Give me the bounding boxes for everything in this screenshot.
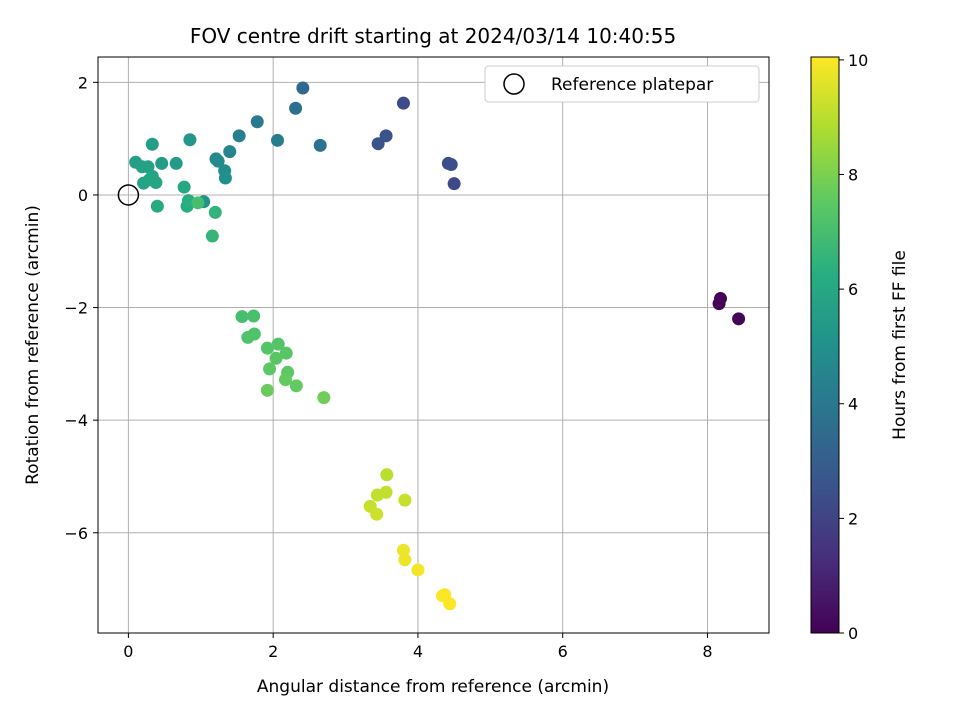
data-point (278, 373, 292, 387)
x-tick-label: 4 (413, 642, 423, 661)
data-point (271, 133, 285, 147)
data-point (263, 362, 277, 376)
data-point (218, 171, 232, 185)
legend-marker-open-circle (503, 73, 525, 95)
legend-box (484, 65, 760, 103)
data-point (247, 309, 261, 323)
data-point (269, 351, 283, 365)
y-tick-label: 2 (78, 73, 88, 92)
data-point (447, 177, 461, 191)
chart-title: FOV centre drift starting at 2024/03/14 … (190, 24, 676, 48)
x-tick-label: 6 (558, 642, 568, 661)
y-tick-label: 0 (78, 186, 88, 205)
data-point (211, 154, 225, 168)
data-point (396, 543, 410, 557)
data-point (289, 101, 303, 115)
legend: Reference platepar (484, 65, 760, 103)
colorbar-tick-label: 10 (848, 51, 868, 70)
y-tick-label: −4 (64, 411, 88, 430)
colorbar-tick-label: 6 (848, 280, 858, 299)
data-point (208, 205, 222, 219)
data-point (279, 346, 293, 360)
data-point (183, 133, 197, 147)
colorbar-gradient (810, 56, 840, 634)
data-point (443, 597, 457, 611)
data-point (411, 563, 425, 577)
x-tick-label: 8 (702, 642, 712, 661)
y-axis-label: Rotation from reference (arcmin) (23, 205, 43, 485)
data-point (398, 493, 412, 507)
grid (98, 57, 769, 633)
data-point (223, 145, 237, 159)
data-point (155, 156, 169, 170)
data-point (241, 330, 255, 344)
plot-frame (97, 56, 770, 634)
y-tick-label: −6 (64, 524, 88, 543)
data-point (732, 312, 746, 326)
y-tick-label: −2 (64, 299, 88, 318)
data-point (235, 310, 249, 324)
data-point (379, 129, 393, 143)
colorbar-tick-label: 2 (848, 509, 858, 528)
data-point (232, 129, 246, 143)
data-points (117, 81, 746, 611)
data-point (177, 180, 191, 194)
colorbar-tick-label: 8 (848, 165, 858, 184)
data-point (398, 553, 412, 567)
colorbar-tick-label: 0 (848, 624, 858, 643)
data-point (142, 173, 156, 187)
data-point (370, 507, 384, 521)
data-point (317, 391, 331, 405)
data-point (712, 297, 726, 311)
data-point (250, 115, 264, 129)
legend-entry-reference-platepar: Reference platepar (551, 75, 713, 95)
data-point (313, 138, 327, 152)
colorbar-ticks: 0 2 4 6 8 10 (839, 51, 868, 643)
x-tick-label: 2 (268, 642, 278, 661)
data-point (271, 337, 285, 351)
data-point (260, 383, 274, 397)
data-point (380, 468, 394, 482)
data-point (296, 81, 310, 95)
x-tick-label: 0 (123, 642, 133, 661)
data-point (169, 156, 183, 170)
data-point (444, 158, 458, 172)
data-point (371, 137, 385, 151)
data-point (260, 341, 274, 355)
data-point (370, 488, 384, 502)
colorbar-label: Hours from first FF file (890, 250, 910, 440)
colorbar: 0 2 4 6 8 10 Hours from first FF file (810, 51, 910, 643)
data-point (145, 137, 159, 151)
x-axis-label: Angular distance from reference (arcmin) (257, 677, 609, 697)
data-point (205, 229, 219, 243)
y-axis-ticks: 2 0 −2 −4 −6 (64, 73, 98, 543)
data-point (396, 96, 410, 110)
data-point (191, 196, 205, 210)
data-point (150, 199, 164, 213)
data-point (289, 379, 303, 393)
colorbar-tick-label: 4 (848, 395, 858, 414)
x-axis-ticks: 0 2 4 6 8 (123, 633, 713, 661)
reference-platepar-marker (117, 184, 140, 206)
